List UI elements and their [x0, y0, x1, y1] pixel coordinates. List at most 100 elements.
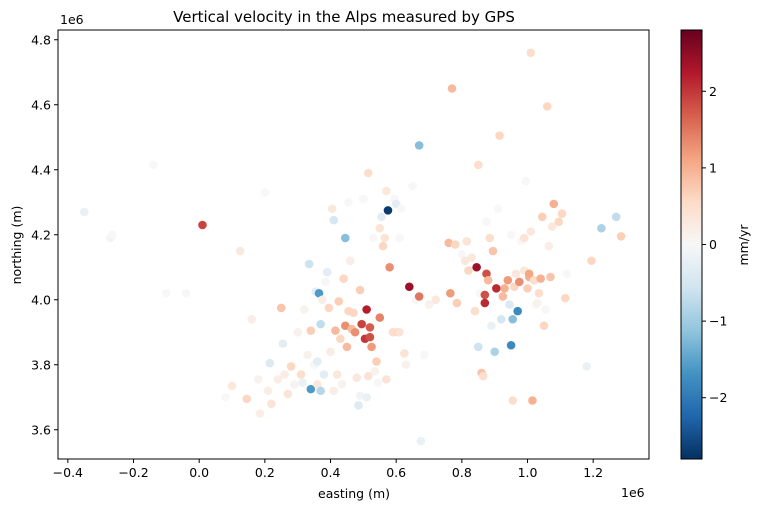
data-point	[242, 394, 252, 404]
data-point	[611, 212, 621, 222]
data-point	[322, 267, 332, 277]
data-point	[536, 274, 545, 283]
data-point	[511, 269, 521, 279]
data-point	[299, 305, 309, 314]
data-point	[318, 295, 327, 305]
x-tick-label: 0.6	[386, 465, 406, 480]
data-point	[503, 275, 513, 285]
data-point	[523, 284, 532, 293]
data-point	[263, 386, 273, 396]
data-point	[529, 275, 539, 285]
data-point	[316, 386, 325, 396]
data-point	[321, 277, 330, 287]
data-point	[296, 370, 306, 379]
data-point	[306, 384, 316, 394]
data-point	[528, 396, 537, 405]
data-point	[534, 288, 544, 298]
y-tick-label: 3.6	[31, 422, 51, 437]
data-point	[265, 358, 275, 368]
data-point	[493, 204, 503, 214]
data-point	[327, 204, 337, 214]
data-point	[181, 288, 191, 298]
data-point	[344, 197, 353, 207]
data-point	[349, 308, 358, 318]
data-point	[483, 275, 493, 285]
data-point	[557, 209, 567, 218]
y-tick-label: 4.8	[31, 32, 51, 47]
data-point	[490, 347, 499, 357]
data-point	[162, 288, 171, 298]
data-point	[419, 350, 429, 360]
data-point	[582, 362, 591, 371]
data-point	[462, 236, 472, 246]
data-point	[267, 399, 276, 409]
data-point	[506, 230, 516, 240]
data-point	[533, 298, 542, 308]
data-point	[400, 349, 409, 358]
data-point	[298, 378, 307, 387]
data-point	[345, 256, 355, 266]
data-point	[519, 233, 529, 243]
data-point	[355, 391, 365, 400]
data-point	[221, 392, 230, 402]
data-point	[107, 230, 117, 240]
data-point	[537, 212, 547, 222]
data-point	[332, 370, 342, 379]
data-point	[473, 160, 483, 170]
data-point	[382, 186, 391, 196]
x-offset-label: 1e6	[621, 485, 645, 500]
data-point	[554, 217, 564, 227]
data-point	[306, 326, 316, 335]
y-tick-label: 3.8	[31, 357, 51, 372]
data-point	[482, 269, 491, 279]
data-point	[395, 233, 404, 243]
data-point	[446, 288, 455, 298]
data-point	[492, 284, 501, 293]
data-point	[495, 131, 504, 140]
x-axis-label: easting (m)	[318, 486, 390, 501]
x-tick-label: −0.2	[118, 465, 148, 480]
data-point	[326, 347, 335, 357]
x-tick-label: −0.4	[53, 465, 83, 480]
data-point	[368, 233, 378, 243]
data-point	[340, 233, 350, 243]
x-tick-label: 1.0	[518, 465, 538, 480]
data-point	[505, 300, 514, 309]
data-point	[385, 262, 394, 272]
data-point	[444, 238, 454, 248]
colorbar-tick-label: 1	[709, 160, 717, 175]
data-point	[354, 401, 363, 410]
data-point	[513, 306, 522, 316]
data-point	[549, 199, 559, 209]
data-point	[314, 288, 324, 298]
data-point	[521, 176, 531, 186]
data-point	[357, 319, 367, 329]
data-point	[396, 204, 406, 214]
data-point	[539, 321, 549, 331]
x-tick-label: 1.2	[583, 465, 603, 480]
data-point	[365, 332, 375, 342]
data-point	[546, 272, 555, 282]
data-point	[498, 292, 508, 301]
data-point	[506, 340, 516, 350]
data-point	[450, 240, 460, 249]
data-point	[290, 379, 299, 389]
data-point	[464, 266, 473, 275]
data-point	[452, 298, 462, 308]
data-point	[362, 392, 371, 402]
data-point	[319, 370, 329, 379]
data-point	[336, 334, 345, 344]
data-point	[541, 305, 550, 314]
data-point	[378, 241, 388, 251]
y-offset-label: 1e6	[60, 12, 84, 27]
data-point	[253, 375, 263, 384]
data-point	[255, 409, 265, 418]
data-point	[148, 160, 158, 170]
data-point	[355, 285, 365, 295]
data-point	[524, 269, 534, 279]
data-point	[363, 371, 373, 381]
data-point	[408, 181, 417, 191]
data-point	[562, 269, 572, 279]
y-tick-label: 4.6	[31, 97, 51, 112]
x-tick-label: 0.4	[321, 465, 341, 480]
